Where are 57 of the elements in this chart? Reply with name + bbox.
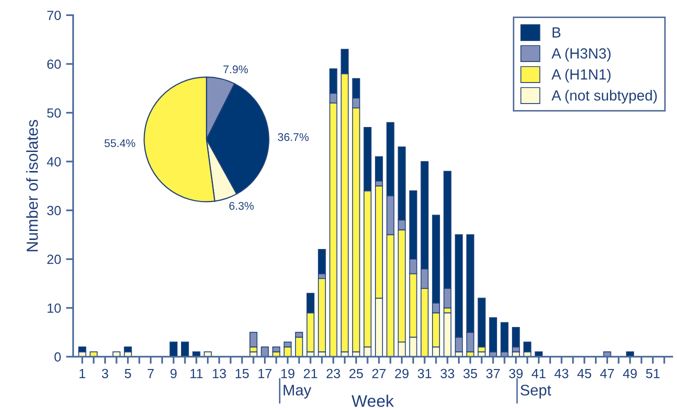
x-tick-label: 3 bbox=[102, 368, 108, 378]
annotation: Sept bbox=[520, 384, 552, 399]
y-tick-label: 20 bbox=[47, 254, 61, 264]
bar bbox=[523, 342, 532, 352]
x-tick-label: 31 bbox=[418, 368, 432, 378]
legend-label: A (H3N3) bbox=[552, 48, 611, 62]
bar bbox=[489, 317, 498, 352]
x-tick-label: 21 bbox=[304, 368, 318, 378]
x-tick-label: 11 bbox=[190, 368, 203, 378]
data-label: 7.9% bbox=[223, 65, 248, 74]
y-tick-label: 50 bbox=[47, 108, 61, 118]
x-tick-label: 49 bbox=[623, 368, 637, 378]
x-tick-label: 5 bbox=[124, 368, 132, 378]
y-tick-label: 0 bbox=[54, 352, 61, 362]
x-tick-label: 35 bbox=[463, 368, 478, 378]
bar bbox=[124, 346, 132, 352]
bar bbox=[78, 346, 86, 352]
x-tick-label: 29 bbox=[395, 368, 409, 378]
data-label: 55.4% bbox=[104, 139, 136, 148]
x-tick-label: 27 bbox=[372, 368, 386, 378]
x-axis-title: Week bbox=[352, 394, 394, 407]
x-tick-label: 1 bbox=[80, 368, 86, 378]
bar bbox=[260, 346, 269, 357]
x-tick-label: 15 bbox=[236, 368, 249, 378]
y-tick-label: 40 bbox=[46, 157, 61, 166]
data-label: 36.7% bbox=[278, 133, 309, 142]
x-tick-label: 43 bbox=[554, 368, 568, 378]
x-tick-label: 47 bbox=[600, 368, 614, 378]
bar bbox=[181, 342, 189, 357]
bar bbox=[318, 278, 326, 352]
x-tick-label: 41 bbox=[532, 368, 546, 378]
y-axis-title: Number of isolates bbox=[26, 120, 38, 252]
x-tick-label: 23 bbox=[326, 368, 340, 378]
bar bbox=[170, 342, 178, 357]
x-tick-label: 7 bbox=[148, 368, 154, 378]
legend-label: A (H1N1) bbox=[552, 68, 611, 82]
annotation: May bbox=[284, 384, 312, 399]
x-tick-label: 39 bbox=[509, 368, 523, 378]
x-tick-label: 33 bbox=[440, 368, 454, 378]
bar bbox=[443, 312, 452, 357]
x-tick-label: 9 bbox=[170, 368, 177, 378]
x-tick-label: 25 bbox=[349, 368, 363, 378]
y-tick-label: 30 bbox=[47, 206, 61, 216]
x-tick-label: 37 bbox=[486, 368, 500, 378]
data-label: 6.3% bbox=[229, 202, 254, 210]
x-tick-label: 51 bbox=[646, 368, 660, 378]
bar bbox=[500, 322, 508, 352]
x-tick-label: 45 bbox=[577, 368, 592, 378]
y-tick-label: 10 bbox=[48, 303, 61, 313]
legend-label: B bbox=[552, 27, 560, 38]
y-tick-label: 70 bbox=[47, 10, 61, 20]
x-tick-label: 19 bbox=[281, 368, 294, 378]
x-tick-label: 13 bbox=[212, 368, 226, 378]
legend-label: A (not subtyped) bbox=[552, 90, 657, 104]
bar bbox=[272, 346, 280, 352]
y-tick-label: 60 bbox=[47, 60, 61, 69]
x-tick-label: 17 bbox=[258, 368, 272, 378]
